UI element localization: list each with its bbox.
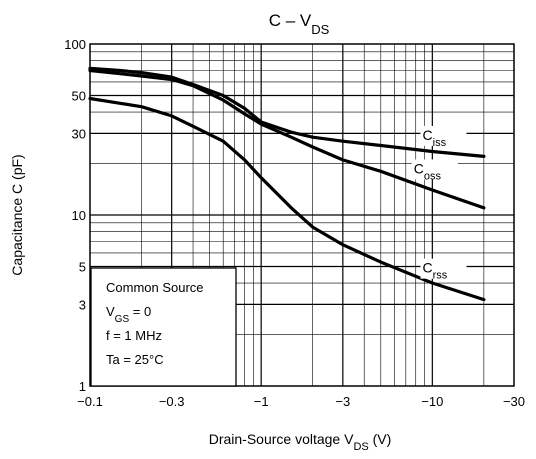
series-layer (88, 66, 486, 302)
series-label-sub: oss (424, 170, 442, 182)
y-axis-label: Capacitance C (pF) (9, 154, 25, 275)
series-label-bg (420, 258, 467, 279)
chart-title-sub: DS (311, 22, 329, 37)
x-tick-label: −3 (335, 394, 350, 409)
series-label-main: C (423, 127, 433, 143)
series-label-bg (420, 125, 467, 146)
annotation-subscript: GS (115, 314, 130, 325)
y-tick-label: 3 (79, 297, 86, 312)
series-label-sub: iss (433, 137, 447, 149)
annotation-text: Common Source (106, 280, 204, 295)
series-line-crss (88, 96, 486, 302)
series-line-coss (88, 68, 486, 210)
x-axis-label-main: Drain-Source voltage V (209, 431, 354, 447)
annotation-line: f = 1 MHz (106, 328, 162, 343)
y-tick-label: 100 (64, 37, 86, 52)
series-label-bg (411, 159, 458, 180)
annotation-line: Ta = 25°C (106, 352, 164, 367)
annotation-rest: = 0 (129, 304, 151, 319)
y-tick-labels: 1 3 5 10 30 50 100 (64, 37, 86, 394)
x-axis-label-sub: DS (353, 441, 368, 453)
x-axis-label: Drain-Source voltage VDS (V) (209, 431, 392, 453)
y-tick-label: 10 (72, 208, 86, 223)
annotation-box-frame (90, 267, 237, 387)
series-label-coss: Coss (414, 160, 442, 182)
x-tick-label: −10 (421, 394, 443, 409)
series-label-main: C (414, 160, 424, 176)
annotation-text: Ta = 25°C (106, 352, 164, 367)
y-tick-label: 1 (79, 379, 86, 394)
annotation-box: Common Source VGS = 0 f = 1 MHz Ta = 25°C (90, 267, 237, 387)
x-tick-label: −0.3 (159, 394, 185, 409)
annotation-line: VGS = 0 (106, 304, 151, 325)
y-tick-label: 50 (72, 88, 86, 103)
x-tick-labels: −0.1 −0.3 −1 −3 −10 −30 (77, 394, 525, 409)
x-tick-label: −30 (503, 394, 525, 409)
series-label-sub: rss (433, 270, 448, 282)
x-axis-label-unit: (V) (369, 431, 392, 447)
series-line-ciss (88, 66, 486, 158)
y-tick-label: 5 (79, 259, 86, 274)
series-label-ciss: Ciss (423, 127, 447, 149)
annotation-lines: Common Source VGS = 0 f = 1 MHz Ta = 25°C (106, 280, 204, 367)
annotation-text: V (106, 304, 115, 319)
x-tick-label: −1 (254, 394, 269, 409)
series-label-crss: Crss (423, 260, 448, 282)
chart-title-main: C – V (269, 11, 312, 30)
plot-frame (89, 43, 515, 387)
annotation-text: f = 1 MHz (106, 328, 162, 343)
y-tick-label: 30 (72, 126, 86, 141)
series-label-main: C (423, 260, 433, 276)
x-tick-label: −0.1 (77, 394, 103, 409)
chart-title: C – VDS (269, 11, 330, 37)
annotation-line: Common Source (106, 280, 204, 295)
